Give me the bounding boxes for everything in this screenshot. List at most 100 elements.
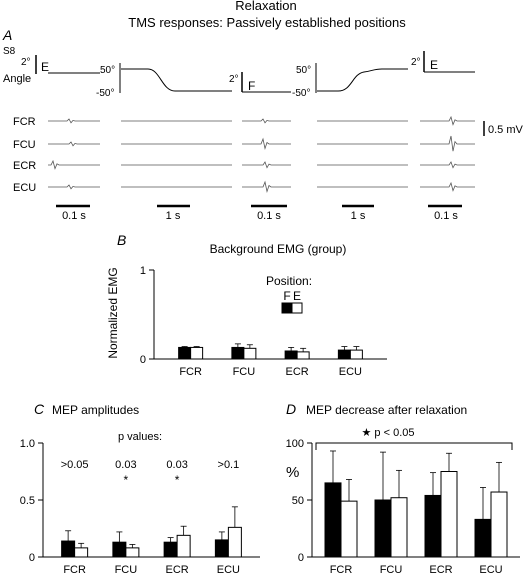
chart-d-title: MEP decrease after relaxation [306,403,467,417]
time-scale-label-2: 1 s [166,210,181,222]
emg-trace [420,161,475,169]
x-tick-label: ECU [339,366,362,378]
bar [440,471,458,558]
angle-trace-4 [317,68,408,92]
bar [296,351,310,360]
p-value-label: >0.05 [61,459,89,471]
angle-bottom-2: -50° [292,88,310,99]
bar [74,547,89,558]
x-tick-label: FCU [380,564,403,573]
x-tick-label: FCR [63,564,86,573]
emg-trace [242,161,291,169]
bar [176,534,191,558]
y-tick-label: 1.0 [20,438,35,450]
position-marker-2: F [248,79,255,93]
time-scale-label-4: 1 s [351,210,366,222]
x-tick-label: ECU [217,564,240,573]
y-tick-label: 0 [29,552,35,564]
bar [340,500,358,558]
panel-c-letter: C [34,401,45,417]
emg-trace [48,118,100,124]
chart-b-ylabel: Normalized EMG [106,267,120,358]
time-scale-label-1: 0.1 s [62,210,86,222]
bar [390,497,408,558]
angle-scale-3: 2° [411,57,421,68]
p-value-label: 0.03 [166,459,187,471]
bar [243,347,257,360]
bar [490,491,508,558]
chart-b-legend-title: Position: [266,274,312,288]
angle-scale-2: 2° [229,74,239,85]
muscle-label-ecu: ECU [13,182,36,194]
chart-d: 0 50 100 FCR FCU ECR ECU [286,438,520,573]
x-tick-label: ECU [479,564,502,573]
emg-trace [242,180,291,194]
angle-top-2: 50° [296,65,311,76]
bar [374,499,392,558]
panel-b-letter: B [117,232,126,248]
position-marker-3: E [430,58,438,72]
chart-d-ylabel: % [286,464,299,481]
y-tick-label: 0 [298,552,304,564]
y-tick-label: 0 [140,354,146,366]
position-marker-1: E [41,60,49,74]
legend-swatch [291,302,303,314]
emg-trace [48,184,100,190]
x-tick-label: ECR [166,564,189,573]
emg-trace [48,159,100,170]
significance-star: * [175,473,180,487]
muscle-label-fcu: FCU [13,139,36,151]
angle-top-1: 50° [100,65,115,76]
x-tick-label: FCU [115,564,138,573]
bar [324,482,342,558]
muscle-label-fcr: FCR [13,116,36,128]
y-tick-label: 0.5 [20,495,35,507]
chart-b-title: Background EMG (group) [210,242,347,256]
bar [227,526,242,558]
time-scale-label-5: 0.1 s [434,210,458,222]
p-value-label: >0.1 [218,459,240,471]
emg-trace [420,115,475,126]
bar [337,349,351,360]
emg-trace [242,137,291,151]
bar [178,346,192,360]
subject-label: S8 [3,46,16,57]
emg-scale-label: 0.5 mV [488,124,524,136]
y-tick-label: 50 [292,495,304,507]
bar [424,494,442,558]
significance-bracket [315,442,513,450]
emg-trace [48,141,100,147]
figure-subtitle: TMS responses: Passively established pos… [128,15,406,30]
y-tick-label: 100 [286,438,304,450]
bar [231,346,245,360]
x-tick-label: FCR [330,564,353,573]
bar [474,518,492,558]
muscle-label-ecr: ECR [13,160,36,172]
x-tick-label: ECR [286,366,309,378]
bar [112,541,127,558]
legend-label: E [293,289,301,303]
bar [284,350,298,360]
x-tick-label: FCU [233,366,256,378]
chart-c: 0 0.5 1.0 FCR >0.05 FCU 0.03 * ECR 0.03 * ECU >0.1 [20,438,260,573]
bar [61,540,76,558]
bar [125,547,140,558]
p-value-label: 0.03 [115,459,136,471]
bar [190,346,204,360]
chart-c-title: MEP amplitudes [52,403,139,417]
emg-traces [48,115,475,194]
angle-label: Angle [3,73,31,85]
chart-b: 0 1 FCR FCU ECR ECU [140,265,387,378]
legend-swatch [281,302,293,314]
y-tick-label: 1 [140,265,146,277]
angle-trace-2 [121,68,232,92]
legend-label: F [283,289,290,303]
panel-d-letter: D [286,401,296,417]
chart-c-annotation-title: p values: [118,431,162,443]
x-tick-label: ECR [429,564,452,573]
emg-trace [420,135,475,152]
angle-bottom-1: -50° [96,88,114,99]
bar [349,349,363,360]
